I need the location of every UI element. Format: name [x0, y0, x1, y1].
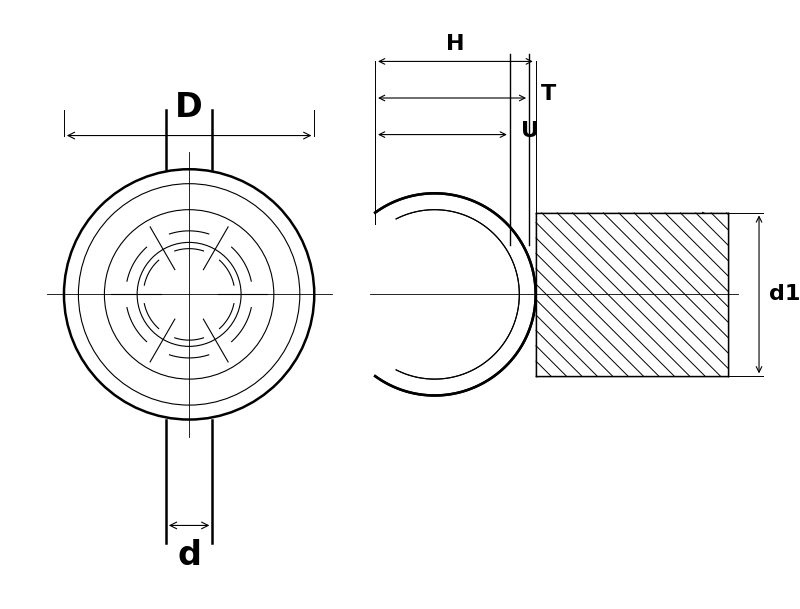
FancyBboxPatch shape: [536, 213, 728, 376]
Text: D: D: [175, 91, 203, 124]
Text: H: H: [446, 33, 465, 54]
Text: T: T: [541, 84, 556, 104]
Text: d1: d1: [769, 284, 800, 304]
Text: U: U: [522, 121, 539, 141]
Text: d: d: [177, 539, 201, 572]
